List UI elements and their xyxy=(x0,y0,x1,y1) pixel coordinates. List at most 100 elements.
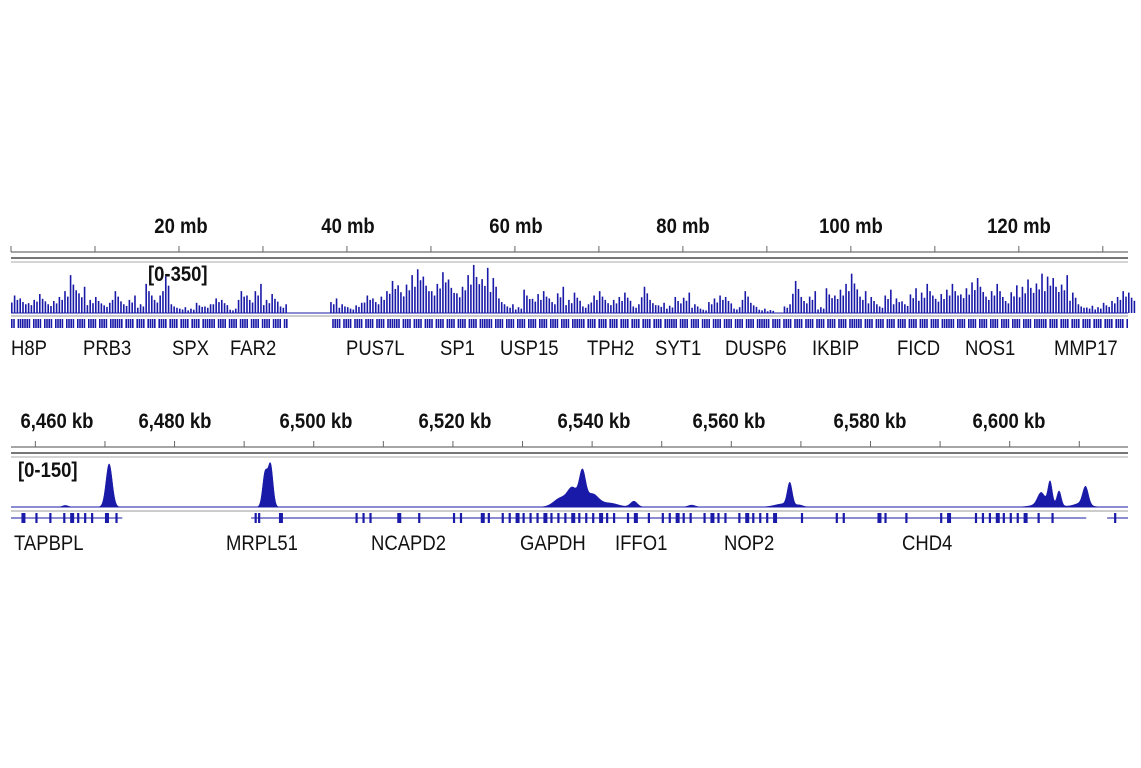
signal-bar xyxy=(61,299,63,313)
gene-feature xyxy=(565,319,567,328)
gene-feature xyxy=(620,319,622,328)
gene-feature xyxy=(1049,319,1051,328)
signal-bar xyxy=(50,306,52,313)
gene-feature xyxy=(358,319,361,328)
gene-feature xyxy=(26,319,28,328)
gene-feature xyxy=(1104,319,1106,328)
gene-label: TAPBPL xyxy=(14,532,84,555)
gene-feature xyxy=(807,319,809,328)
gene-feature xyxy=(968,319,970,328)
gene-feature xyxy=(162,319,165,328)
gene-feature xyxy=(407,319,409,328)
signal-bar xyxy=(106,306,108,313)
gene-feature xyxy=(919,319,922,328)
bottom-tick-label: 6,500 kb xyxy=(279,410,353,433)
signal-bar xyxy=(514,309,517,313)
gene-feature xyxy=(932,319,935,328)
gene-exon xyxy=(1023,513,1028,523)
gene-exon xyxy=(647,513,650,523)
signal-bar xyxy=(178,308,181,313)
signal-bar xyxy=(425,285,427,313)
signal-bar xyxy=(792,293,794,313)
signal-bar xyxy=(1116,296,1119,313)
signal-bar xyxy=(531,298,534,313)
gene-feature xyxy=(853,319,856,328)
signal-bar xyxy=(243,296,245,313)
signal-bar xyxy=(36,301,38,313)
gene-feature xyxy=(985,319,988,328)
gene-feature xyxy=(46,319,48,328)
gene-feature xyxy=(666,319,669,328)
gene-feature xyxy=(697,319,699,328)
gene-feature xyxy=(767,319,770,328)
gene-feature xyxy=(1051,319,1054,328)
signal-bar xyxy=(388,293,391,313)
signal-bar xyxy=(932,295,934,313)
signal-bar xyxy=(738,307,741,313)
gene-feature xyxy=(22,319,24,328)
gene-feature xyxy=(921,319,924,328)
gene-feature xyxy=(127,319,130,328)
signal-bar xyxy=(551,302,553,313)
gene-exon xyxy=(995,513,1000,523)
gene-feature xyxy=(829,319,831,328)
gene-feature xyxy=(908,319,911,328)
gene-feature xyxy=(816,319,818,328)
gene-feature xyxy=(750,319,752,328)
gene-feature xyxy=(959,319,961,328)
signal-bar xyxy=(215,298,217,313)
gene-feature xyxy=(213,319,215,328)
gene-feature xyxy=(501,319,504,328)
gene-feature xyxy=(679,319,682,328)
signal-bar xyxy=(834,295,836,313)
gene-feature xyxy=(369,319,372,328)
gene-feature xyxy=(704,319,706,328)
gene-exon xyxy=(115,513,118,523)
signal-bar xyxy=(946,289,948,313)
gene-feature xyxy=(283,319,286,328)
signal-bar xyxy=(1088,308,1091,313)
bottom-tick-label: 6,540 kb xyxy=(557,410,631,433)
gene-exon xyxy=(397,513,402,523)
signal-bar xyxy=(470,284,472,313)
gene-feature xyxy=(866,319,869,328)
gene-exon xyxy=(515,513,520,523)
gene-feature xyxy=(404,319,407,328)
gene-feature xyxy=(904,319,906,328)
signal-bar xyxy=(1013,296,1015,313)
signal-bar xyxy=(957,295,959,313)
signal-bar xyxy=(251,302,254,313)
gene-feature xyxy=(1075,319,1078,328)
gene-feature xyxy=(222,319,224,328)
signal-bar xyxy=(887,299,889,313)
signal-bar xyxy=(262,305,265,313)
gene-feature xyxy=(756,319,759,328)
signal-bar xyxy=(573,292,576,313)
gene-feature xyxy=(510,319,512,328)
signal-bar xyxy=(148,291,150,313)
signal-bar xyxy=(993,295,996,313)
signal-bar xyxy=(951,283,954,313)
signal-bar xyxy=(212,304,215,313)
gene-feature xyxy=(17,319,20,328)
signal-bar xyxy=(344,306,346,313)
signal-bar xyxy=(120,301,122,313)
signal-bar xyxy=(285,304,287,313)
gene-feature xyxy=(173,319,176,328)
gene-feature xyxy=(996,319,999,328)
gene-feature xyxy=(589,319,592,328)
gene-feature xyxy=(875,319,878,328)
signal-bar xyxy=(170,304,173,313)
gene-feature xyxy=(686,319,688,328)
gene-feature xyxy=(336,319,339,328)
gene-feature xyxy=(1003,319,1005,328)
gene-label: IKBIP xyxy=(812,337,860,360)
gene-exon xyxy=(254,513,257,523)
signal-bar xyxy=(428,291,430,313)
gene-feature xyxy=(393,319,396,328)
signal-bar xyxy=(1102,302,1105,313)
signal-bar xyxy=(761,310,763,313)
signal-bar xyxy=(724,296,727,313)
gene-feature xyxy=(778,319,781,328)
gene-feature xyxy=(622,319,625,328)
